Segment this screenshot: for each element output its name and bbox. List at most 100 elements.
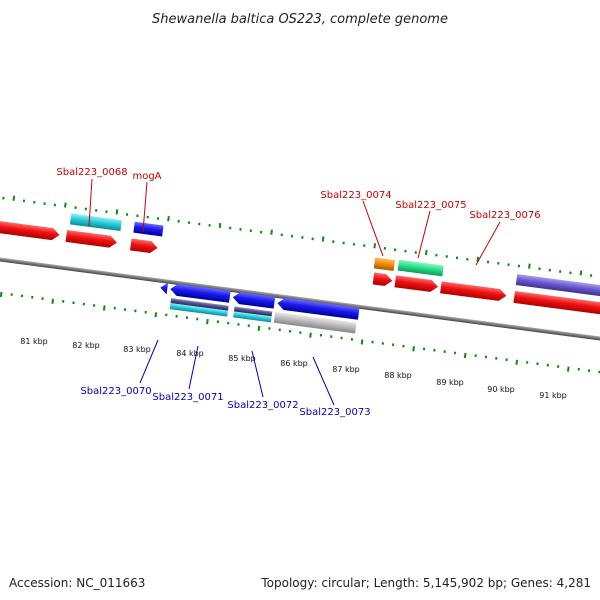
gene-label[interactable]: Sbal223_0071 (152, 392, 223, 403)
tick-minor (82, 302, 85, 306)
gene-label[interactable]: Sbal223_0068 (56, 167, 127, 178)
tick-minor (422, 347, 426, 351)
gene-feature-cyan-0070[interactable] (169, 303, 228, 317)
tick-minor (229, 226, 232, 230)
genome-backbone (0, 250, 600, 348)
tick-minor (84, 207, 87, 211)
tick-minor (301, 236, 304, 239)
tick-label: 91 kbp (539, 391, 567, 400)
tick-label: 83 kbp (123, 345, 151, 354)
top-leader-lines (88, 178, 501, 266)
leader-line (312, 356, 335, 406)
tick-label: 81 kbp (20, 337, 48, 346)
tick-minor (433, 348, 436, 352)
gene-label[interactable]: Sbal223_0076 (469, 210, 540, 221)
gene-label[interactable]: Sbal223_0073 (299, 407, 370, 418)
forward-outer-row (69, 213, 600, 299)
tick-minor (383, 247, 387, 250)
gene-arrow-0075[interactable] (394, 275, 438, 293)
gene-feature-navy-0070[interactable] (170, 298, 229, 311)
gene-arrow-0072[interactable] (277, 297, 360, 320)
tick-minor (548, 268, 551, 272)
tick-minor (208, 223, 211, 227)
tick-minor (414, 251, 417, 254)
leader-line (188, 345, 199, 390)
leader-line (362, 200, 384, 257)
gene-arrow-0069[interactable] (160, 282, 169, 295)
tick-major (270, 229, 273, 235)
gene-label[interactable]: mogA (132, 171, 161, 182)
forward-inner-row (0, 219, 600, 316)
tick-minor (41, 297, 44, 301)
gene-feature-navy-0071[interactable] (233, 306, 273, 317)
tick-minor (113, 306, 116, 310)
gene-arrow-0074[interactable] (372, 272, 393, 286)
tick-minor (381, 342, 384, 345)
tick-minor (536, 362, 539, 366)
reverse-inner-row (160, 282, 360, 320)
tick-minor (177, 219, 180, 223)
tick-major (12, 195, 16, 201)
tick-minor (53, 203, 57, 207)
tick-minor (352, 242, 356, 246)
tick-label: 88 kbp (384, 371, 412, 380)
tick-minor (196, 317, 199, 321)
tick-minor (404, 249, 407, 253)
tick-label: 82 kbp (72, 341, 100, 350)
tick-minor (43, 202, 46, 205)
gene-arrow-0071[interactable] (232, 291, 276, 309)
tick-minor (495, 356, 498, 360)
tick-major (309, 332, 312, 338)
tick-minor (497, 261, 500, 265)
tick-minor (136, 214, 139, 218)
tick-label: 85 kbp (228, 354, 256, 363)
gene-feature-cyan-0071[interactable] (233, 311, 272, 323)
gene-label[interactable]: Sbal223_0072 (227, 400, 298, 411)
tick-major (51, 298, 55, 304)
gene-feature-gray-0073[interactable] (273, 311, 357, 334)
tick-minor (538, 267, 541, 271)
tick-minor (10, 293, 13, 296)
gene-arrow-0076a[interactable] (440, 281, 507, 302)
tick-major (257, 325, 261, 331)
tick-minor (505, 358, 508, 362)
gene-arrow-0070[interactable] (170, 283, 231, 303)
top-gene-labels: Sbal223_0068 mogA Sbal223_0074 Sbal223_0… (56, 167, 540, 221)
gene-arrow-0077[interactable] (513, 290, 600, 316)
tick-minor (249, 229, 252, 233)
tick-minor (340, 336, 343, 340)
gene-arrow-0067[interactable] (0, 219, 60, 241)
gene-label[interactable]: Sbal223_0070 (80, 386, 151, 397)
tick-minor (350, 337, 354, 341)
tick-minor (587, 369, 591, 372)
leader-line (88, 178, 93, 227)
gene-feature-navy-moga[interactable] (133, 221, 164, 237)
gene-feature-orange-0074[interactable] (373, 257, 396, 271)
gene-feature-green-0075[interactable] (397, 259, 444, 277)
gene-feature-cyan-0068[interactable] (69, 213, 122, 231)
bottom-gene-labels: Sbal223_0070 Sbal223_0071 Sbal223_0072 S… (80, 386, 370, 418)
tick-major (154, 312, 158, 318)
tick-minor (589, 274, 593, 277)
tick-major (206, 318, 209, 325)
gene-arrow-moga[interactable] (130, 238, 158, 253)
tick-label: 90 kbp (487, 385, 515, 394)
leader-line (139, 339, 159, 384)
tick-minor (363, 244, 366, 248)
gene-label[interactable]: Sbal223_0074 (320, 190, 391, 201)
tick-minor (134, 309, 137, 313)
tick-minor (247, 324, 250, 328)
gene-label[interactable]: Sbal223_0075 (395, 200, 466, 211)
tick-minor (144, 310, 147, 314)
tick-minor (20, 294, 24, 298)
tick-minor (435, 253, 438, 257)
tick-minor (31, 295, 34, 299)
tick-minor (332, 240, 335, 243)
tick-minor (445, 255, 448, 258)
gene-feature-purple-0076[interactable] (515, 274, 600, 299)
tick-minor (486, 260, 490, 264)
gene-arrow-0068[interactable] (65, 230, 118, 249)
tick-minor (2, 196, 5, 200)
tick-minor (187, 221, 191, 224)
